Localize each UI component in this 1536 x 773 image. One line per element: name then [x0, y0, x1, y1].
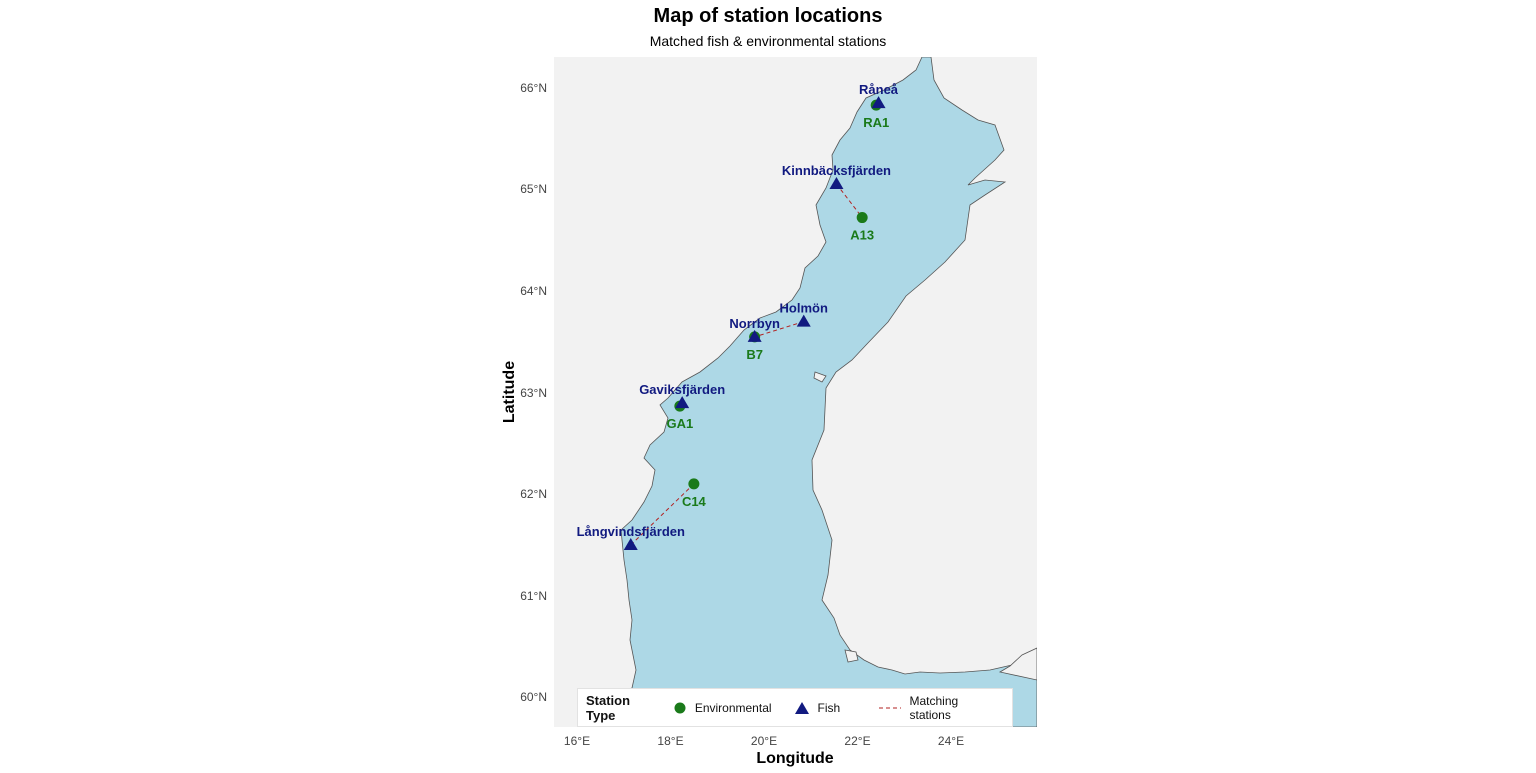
x-axis-ticks: 16°E 18°E 20°E 22°E 24°E	[564, 734, 964, 748]
environmental-station-label: A13	[850, 228, 874, 243]
environmental-station-label: GA1	[666, 416, 693, 431]
legend-key-matching: Matching stations	[878, 694, 1000, 722]
environmental-station-label: RA1	[863, 115, 889, 130]
fish-triangle-icon	[794, 701, 809, 714]
fish-station-point	[829, 176, 844, 189]
y-axis-title: Latitude	[501, 361, 518, 423]
fish-station-label: Norrbyn	[729, 316, 780, 331]
fish-station-label: Kinnbäcksfjärden	[782, 163, 891, 178]
y-tick-label: 60°N	[520, 690, 547, 704]
x-tick-label: 18°E	[657, 734, 683, 748]
dashed-line-icon	[879, 707, 902, 708]
y-tick-label: 62°N	[520, 487, 547, 501]
environmental-station-label: C14	[682, 494, 707, 509]
x-tick-label: 24°E	[938, 734, 964, 748]
y-tick-label: 64°N	[520, 284, 547, 298]
legend-label-environmental: Environmental	[694, 700, 772, 715]
environmental-station-point	[856, 212, 868, 224]
matching-line	[630, 483, 695, 546]
y-tick-label: 66°N	[520, 81, 547, 95]
fish-station-point	[623, 538, 638, 550]
environmental-circle-icon	[674, 702, 686, 713]
x-tick-label: 22°E	[844, 734, 870, 748]
y-axis-ticks: 60°N 61°N 62°N 63°N 64°N 65°N 66°N	[520, 81, 547, 704]
environmental-station-point	[688, 478, 700, 490]
island	[844, 649, 859, 663]
chart-title: Map of station locations	[653, 5, 883, 27]
fish-station-point	[675, 396, 690, 409]
x-tick-label: 20°E	[751, 734, 777, 748]
environmental-station-label: B7	[746, 347, 763, 362]
legend-title: Station Type	[586, 692, 631, 723]
fish-station-label: Långvindsfjärden	[577, 524, 685, 539]
fish-station-label: Gaviksfjärden	[639, 382, 725, 397]
y-tick-label: 61°N	[520, 589, 547, 603]
chart-subtitle: Matched fish & environmental stations	[649, 33, 887, 49]
matching-line	[754, 321, 804, 338]
fish-stations	[623, 96, 886, 550]
station-labels: RA1 A13 B7 GA1 C14 Råneå Kinnbäcksfjärden Holmö…	[577, 82, 899, 539]
legend-key-environmental: Environmental	[673, 701, 772, 715]
island	[813, 371, 827, 383]
legend-label-matching: Matching stations	[909, 693, 959, 722]
fish-station-point	[871, 96, 886, 109]
legend-key-fish: Fish	[794, 700, 841, 715]
fish-station-label: Råneå	[859, 82, 899, 97]
fish-station-label: Holmön	[780, 301, 828, 316]
legend: Station Type Environmental Fish Matching…	[577, 688, 1013, 727]
x-axis-title: Longitude	[756, 750, 833, 767]
matching-line	[836, 183, 863, 218]
fish-station-point	[747, 329, 762, 342]
x-tick-label: 16°E	[564, 734, 590, 748]
y-tick-label: 65°N	[520, 182, 547, 196]
y-tick-label: 63°N	[520, 386, 547, 400]
fish-station-point	[796, 314, 811, 327]
finland-coast	[998, 647, 1037, 681]
legend-label-fish: Fish	[817, 700, 841, 715]
